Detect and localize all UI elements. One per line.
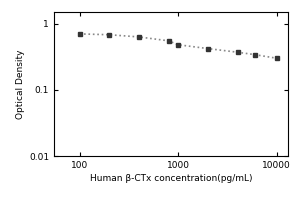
Y-axis label: Optical Density: Optical Density [16,49,25,119]
X-axis label: Human β-CTx concentration(pg/mL): Human β-CTx concentration(pg/mL) [90,174,252,183]
